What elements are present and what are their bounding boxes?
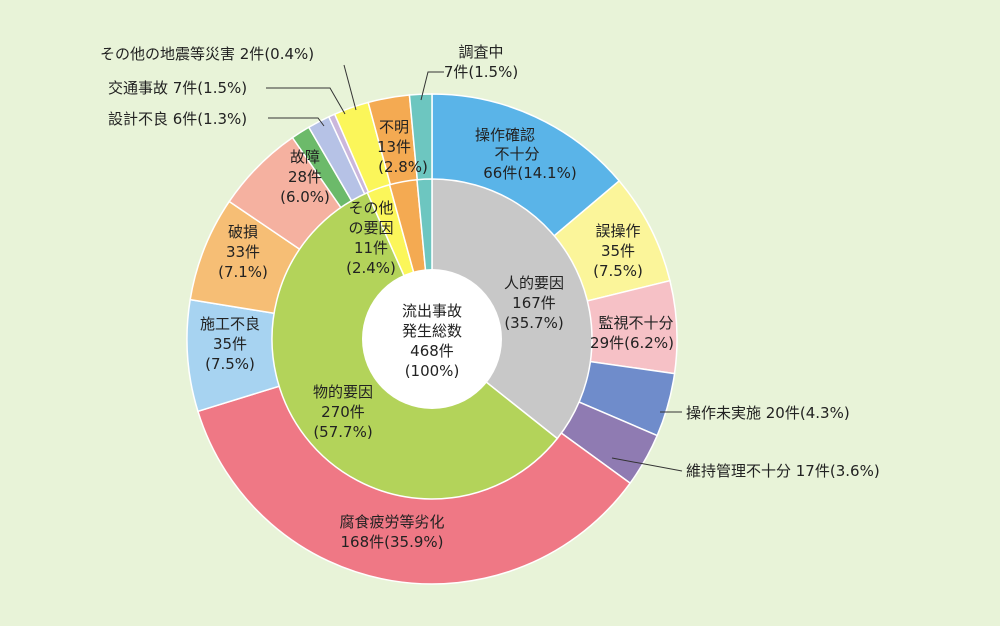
label-misoperation-name: 誤操作: [595, 222, 640, 240]
label-unknown-name: 不明: [379, 118, 409, 136]
label-construction-name: 施工不良: [200, 315, 260, 333]
leader-investigating: [420, 71, 444, 101]
label-design-defect: 設計不良 6件(1.3%): [108, 110, 247, 128]
label-investigating-count: 7件(1.5%): [444, 63, 518, 81]
label-disaster: その他の地震等災害 2件(0.4%): [100, 45, 314, 63]
label-physical-factor-count: 270件: [321, 403, 365, 421]
label-physical-factor-pct: (57.7%): [313, 423, 372, 441]
label-construction-pct: (7.5%): [205, 355, 255, 373]
label-op-check-name1: 操作確認: [475, 126, 535, 144]
leader-design-defect: [268, 117, 325, 127]
label-failure-name: 故障: [290, 148, 320, 166]
label-construction-count: 35件: [213, 335, 247, 353]
label-human-factor-name: 人的要因: [504, 274, 564, 292]
center-label-total: 468件: [410, 342, 454, 360]
label-op-check-count: 66件(14.1%): [483, 164, 576, 182]
label-damage-pct: (7.1%): [218, 263, 268, 281]
label-physical-factor-name: 物的要因: [313, 383, 373, 401]
leader-maintenance: [611, 457, 683, 472]
leader-traffic-accident: [266, 87, 346, 115]
label-misoperation-pct: (7.5%): [593, 262, 643, 280]
center-label-line2: 発生総数: [402, 322, 462, 340]
label-other-factor-pct: (2.4%): [346, 259, 396, 277]
center-label-line1: 流出事故: [402, 302, 462, 320]
label-failure-pct: (6.0%): [280, 188, 330, 206]
label-corrosion-count: 168件(35.9%): [341, 533, 444, 551]
label-unknown-pct: (2.8%): [378, 158, 428, 176]
label-human-factor-count: 167件: [512, 294, 556, 312]
label-traffic-accident: 交通事故 7件(1.5%): [108, 79, 247, 97]
label-unknown-count: 13件: [377, 138, 411, 156]
label-failure-count: 28件: [288, 168, 322, 186]
label-damage-name: 破損: [228, 223, 258, 241]
label-investigating-name: 調査中: [458, 43, 503, 61]
label-corrosion-name: 腐食疲労等劣化: [339, 513, 444, 531]
label-op-not-done: 操作未実施 20件(4.3%): [686, 404, 850, 422]
label-maintenance: 維持管理不十分 17件(3.6%): [686, 462, 880, 480]
label-other-factor-name2: の要因: [348, 219, 393, 237]
label-human-factor-pct: (35.7%): [504, 314, 563, 332]
label-monitoring-name: 監視不十分: [598, 314, 673, 332]
label-misoperation-count: 35件: [601, 242, 635, 260]
label-other-factor-name1: その他: [348, 199, 393, 217]
label-op-check-name2: 不十分: [494, 145, 539, 163]
center-hole: [362, 269, 502, 409]
label-other-factor-count: 11件: [354, 239, 388, 257]
label-monitoring-count: 29件(6.2%): [590, 334, 674, 352]
inner-slice-0: [431, 178, 593, 440]
label-damage-count: 33件: [226, 243, 260, 261]
leader-disaster: [343, 64, 357, 111]
center-label-pct: (100%): [405, 362, 460, 380]
